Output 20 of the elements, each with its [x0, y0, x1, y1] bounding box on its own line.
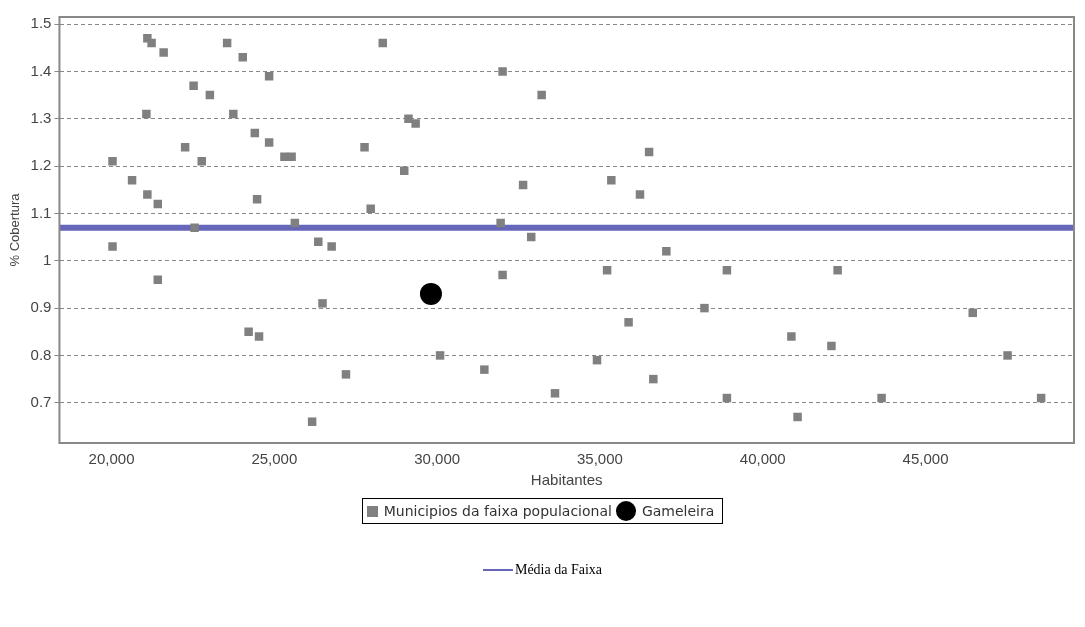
legend-label: Municipios da faixa populacional	[383, 503, 612, 519]
y-axis-title: % Cobertura	[7, 192, 23, 267]
x-tick-label: 45,000	[902, 450, 949, 468]
y-tick-label: 0.9	[30, 298, 52, 316]
y-tick-label: 1.2	[30, 156, 52, 174]
x-tick-label: 35,000	[576, 450, 623, 468]
y-tick-label: 1.1	[30, 203, 52, 221]
x-tick-label: 25,000	[251, 450, 298, 468]
y-tick-label: 1.4	[30, 61, 52, 79]
y-tick-label: 1	[43, 250, 52, 268]
legend-label: Média da Faixa	[514, 562, 603, 578]
y-tick-label: 0.8	[30, 345, 52, 363]
y-tick-label: 1.3	[30, 108, 52, 126]
x-axis-title: Habitantes	[530, 471, 603, 489]
y-tick-label: 0.7	[30, 392, 52, 410]
y-tick-label: 1.5	[30, 14, 52, 32]
legend-label: Gameleira	[641, 503, 715, 519]
x-tick-label: 40,000	[739, 450, 786, 468]
x-tick-label: 20,000	[88, 450, 135, 468]
x-tick-label: 30,000	[414, 450, 461, 468]
